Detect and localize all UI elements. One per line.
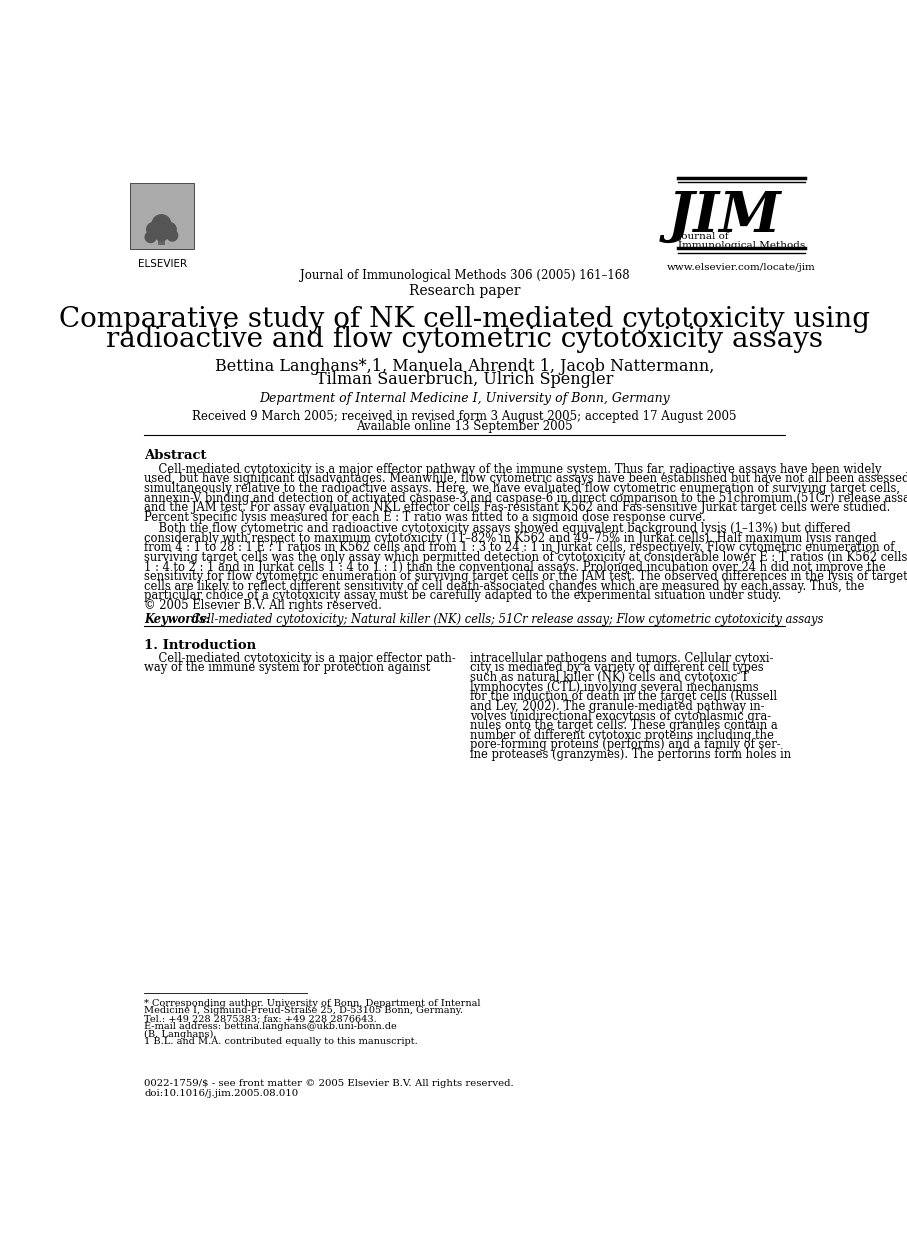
- Text: 1 : 4 to 2 : 1 and in Jurkat cells 1 : 4 to 1 : 1) than the conventional assays.: 1 : 4 to 2 : 1 and in Jurkat cells 1 : 4…: [144, 561, 886, 573]
- Text: way of the immune system for protection against: way of the immune system for protection …: [144, 661, 431, 675]
- Text: Abstract: Abstract: [144, 449, 207, 462]
- Text: Cell-mediated cytotoxicity is a major effector pathway of the immune system. Thu: Cell-mediated cytotoxicity is a major ef…: [144, 463, 882, 475]
- Circle shape: [147, 223, 161, 236]
- Text: Cell-mediated cytotoxicity is a major effector path-: Cell-mediated cytotoxicity is a major ef…: [144, 651, 456, 665]
- Text: volves unidirectional exocytosis of cytoplasmic gra-: volves unidirectional exocytosis of cyto…: [470, 709, 771, 723]
- Text: particular choice of a cytotoxicity assay must be carefully adapted to the exper: particular choice of a cytotoxicity assa…: [144, 589, 782, 603]
- Text: Percent specific lysis measured for each E : T ratio was fitted to a sigmoid dos: Percent specific lysis measured for each…: [144, 511, 707, 524]
- Text: Department of Internal Medicine I, University of Bonn, Germany: Department of Internal Medicine I, Unive…: [259, 392, 670, 405]
- Circle shape: [162, 223, 176, 236]
- Text: intracellular pathogens and tumors. Cellular cytoxi-: intracellular pathogens and tumors. Cell…: [470, 651, 774, 665]
- Text: Research paper: Research paper: [409, 284, 521, 298]
- Text: Journal of Immunological Methods 306 (2005) 161–168: Journal of Immunological Methods 306 (20…: [299, 270, 629, 282]
- Text: city is mediated by a variety of different cell types: city is mediated by a variety of differe…: [470, 661, 764, 675]
- Text: Cell-mediated cytotoxicity; Natural killer (NK) cells; 51Cr release assay; Flow : Cell-mediated cytotoxicity; Natural kill…: [188, 613, 824, 626]
- Bar: [159, 232, 164, 245]
- Text: E-mail address: bettina.langhans@ukb.uni-bonn.de: E-mail address: bettina.langhans@ukb.uni…: [144, 1021, 397, 1031]
- Text: Comparative study of NK cell-mediated cytotoxicity using: Comparative study of NK cell-mediated cy…: [59, 306, 870, 333]
- Text: Tilman Sauerbruch, Ulrich Spengler: Tilman Sauerbruch, Ulrich Spengler: [316, 371, 613, 387]
- Text: sensitivity for flow cytometric enumeration of surviving target cells or the JAM: sensitivity for flow cytometric enumerat…: [144, 571, 907, 583]
- Circle shape: [155, 229, 168, 241]
- Text: Journal of: Journal of: [678, 232, 729, 240]
- Text: such as natural killer (NK) cells and cytotoxic T: such as natural killer (NK) cells and cy…: [470, 671, 748, 685]
- Circle shape: [145, 232, 156, 243]
- Text: © 2005 Elsevier B.V. All rights reserved.: © 2005 Elsevier B.V. All rights reserved…: [144, 599, 382, 612]
- Text: nules onto the target cells. These granules contain a: nules onto the target cells. These granu…: [470, 719, 777, 732]
- Text: number of different cytotoxic proteins including the: number of different cytotoxic proteins i…: [470, 729, 774, 742]
- Text: www.elsevier.com/locate/jim: www.elsevier.com/locate/jim: [667, 264, 815, 272]
- Text: * Corresponding author. University of Bonn, Department of Internal: * Corresponding author. University of Bo…: [144, 999, 481, 1008]
- Text: Tel.: +49 228 2875383; fax: +49 228 2876643.: Tel.: +49 228 2875383; fax: +49 228 2876…: [144, 1014, 377, 1023]
- Text: Both the flow cytometric and radioactive cytotoxicity assays showed equivalent b: Both the flow cytometric and radioactive…: [144, 522, 851, 535]
- Text: from 4 : 1 to 28 : 1 E : T ratios in K562 cells and from 1 : 3 to 24 : 1 in Jurk: from 4 : 1 to 28 : 1 E : T ratios in K56…: [144, 541, 895, 555]
- Text: (B. Langhans).: (B. Langhans).: [144, 1030, 217, 1039]
- Text: for the induction of death in the target cells (Russell: for the induction of death in the target…: [470, 691, 777, 703]
- Text: annexin-V binding and detection of activated caspase-3 and caspase-6 in direct c: annexin-V binding and detection of activ…: [144, 491, 907, 505]
- Text: Medicine I, Sigmund-Freud-Straße 25, D-53105 Bonn, Germany.: Medicine I, Sigmund-Freud-Straße 25, D-5…: [144, 1006, 463, 1015]
- Text: lymphocytes (CTL) involving several mechanisms: lymphocytes (CTL) involving several mech…: [470, 681, 758, 693]
- Text: considerably with respect to maximum cytotoxicity (11–82% in K562 and 49–75% in : considerably with respect to maximum cyt…: [144, 531, 877, 545]
- Text: 0022-1759/$ - see front matter © 2005 Elsevier B.V. All rights reserved.: 0022-1759/$ - see front matter © 2005 El…: [144, 1078, 514, 1088]
- Text: ELSEVIER: ELSEVIER: [138, 259, 187, 269]
- Text: ine proteases (granzymes). The perforins form holes in: ine proteases (granzymes). The perforins…: [470, 748, 791, 761]
- Text: Available online 13 September 2005: Available online 13 September 2005: [356, 421, 572, 433]
- Text: simultaneously relative to the radioactive assays. Here, we have evaluated flow : simultaneously relative to the radioacti…: [144, 482, 901, 495]
- Circle shape: [152, 214, 171, 233]
- Text: 1 B.L. and M.A. contributed equally to this manuscript.: 1 B.L. and M.A. contributed equally to t…: [144, 1037, 418, 1046]
- Circle shape: [167, 230, 178, 241]
- Text: surviving target cells was the only assay which permitted detection of cytotoxic: surviving target cells was the only assa…: [144, 551, 907, 563]
- Text: and Ley, 2002). The granule-mediated pathway in-: and Ley, 2002). The granule-mediated pat…: [470, 699, 765, 713]
- Text: radioactive and flow cytometric cytotoxicity assays: radioactive and flow cytometric cytotoxi…: [106, 326, 823, 353]
- Text: used, but have significant disadvantages. Meanwhile, flow cytometric assays have: used, but have significant disadvantages…: [144, 473, 907, 485]
- Text: Bettina Langhans*,1, Manuela Ahrendt 1, Jacob Nattermann,: Bettina Langhans*,1, Manuela Ahrendt 1, …: [215, 358, 714, 375]
- Text: pore-forming proteins (perforins) and a family of ser-: pore-forming proteins (perforins) and a …: [470, 738, 781, 751]
- Text: 1. Introduction: 1. Introduction: [144, 639, 257, 651]
- Text: cells are likely to reflect different sensitivity of cell death-associated chang: cells are likely to reflect different se…: [144, 579, 864, 593]
- Text: Keywords:: Keywords:: [144, 613, 210, 626]
- Bar: [131, 183, 194, 249]
- Text: and the JAM test. For assay evaluation NKL effector cells Fas-resistant K562 and: and the JAM test. For assay evaluation N…: [144, 501, 891, 514]
- Text: Received 9 March 2005; received in revised form 3 August 2005; accepted 17 Augus: Received 9 March 2005; received in revis…: [192, 410, 736, 423]
- Text: doi:10.1016/j.jim.2005.08.010: doi:10.1016/j.jim.2005.08.010: [144, 1088, 298, 1098]
- Text: JIM: JIM: [668, 188, 782, 244]
- Text: Immunological Methods: Immunological Methods: [678, 241, 805, 250]
